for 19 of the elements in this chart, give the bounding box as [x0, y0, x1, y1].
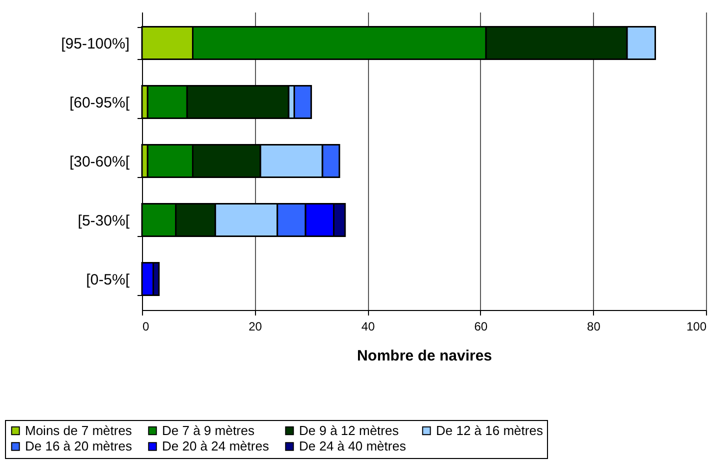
legend-label: De 16 à 20 mètres: [25, 438, 132, 454]
y-tick-label: [95-100%]: [61, 35, 130, 52]
y-tick-label: [30-60%[: [69, 154, 130, 170]
legend-label: De 20 à 24 mètres: [162, 438, 270, 454]
y-tick-label: [5-30%[: [78, 212, 130, 230]
legend-label: De 7 à 9 mètres: [162, 422, 255, 438]
legend-label: De 12 à 16 mètres: [436, 422, 544, 438]
y-tick-label: [0-5%[: [86, 272, 130, 289]
x-axis-title: Nombre de navires: [356, 348, 492, 364]
x-tick-label: 100: [686, 320, 707, 334]
x-tick-label: 20: [248, 320, 262, 334]
x-tick-label: 40: [361, 320, 376, 334]
x-tick-label: 60: [474, 320, 488, 334]
x-tick-label: 0: [142, 320, 150, 334]
legend-label: De 24 à 40 mètres: [299, 438, 406, 454]
x-tick-label: 80: [587, 320, 601, 334]
y-tick-label: [60-95%[: [69, 94, 130, 112]
legend-label: De 9 à 12 mètres: [299, 422, 400, 438]
legend-label: Moins de 7 mètres: [25, 422, 132, 438]
